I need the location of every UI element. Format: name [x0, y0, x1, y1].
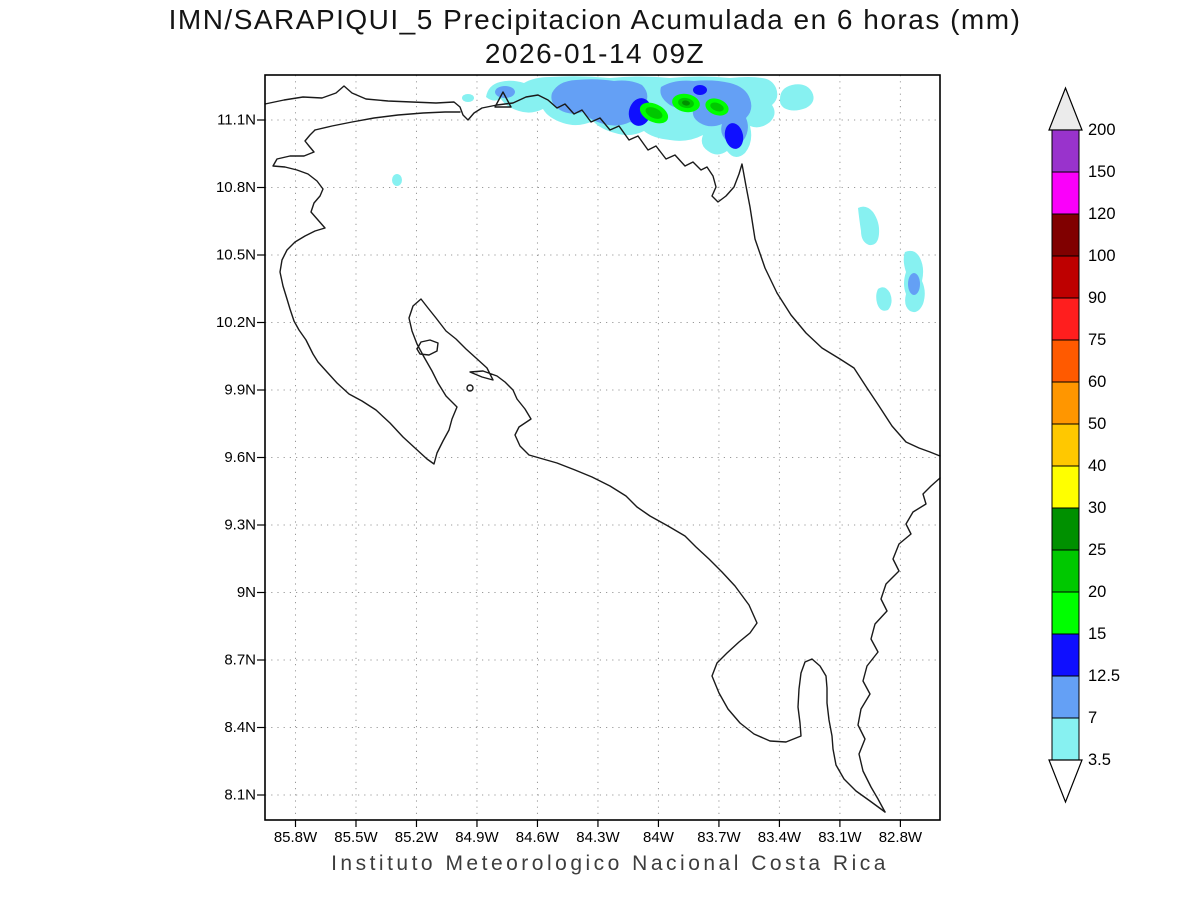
lon-tick-label: 82.8W: [879, 829, 923, 846]
colorbar-segment: [1051, 507, 1080, 551]
lon-tick-label: 84W: [643, 829, 675, 846]
precipitation-shading: [392, 76, 925, 313]
precip-shade-spot: [392, 174, 402, 186]
lon-tick-label: 84.9W: [455, 829, 499, 846]
colorbar-segment: [1051, 549, 1080, 593]
lat-tick-label: 10.8N: [216, 179, 256, 196]
colorbar-segment: [1051, 213, 1080, 257]
colorbar-arrow-up: [1048, 86, 1083, 131]
precip-core: [682, 100, 690, 106]
precip-shade: [551, 79, 651, 126]
lon-tick-label: 85.8W: [274, 829, 318, 846]
lat-tick-label: 9.3N: [224, 517, 256, 534]
plot-frame: [264, 74, 941, 821]
colorbar-level-label: 20: [1088, 583, 1106, 601]
island-gulf-of-nicoya: [416, 339, 439, 356]
lon-tick-label: 85.2W: [395, 829, 439, 846]
colorbar-level-label: 15: [1088, 625, 1106, 643]
colorbar-level-label: 40: [1088, 457, 1106, 475]
colorbar-segment: [1051, 129, 1080, 173]
colorbar-level-label: 50: [1088, 415, 1106, 433]
coastline-nicaragua-caribbean: [264, 85, 941, 457]
grid-lines: [265, 75, 940, 820]
lat-tick-label: 9N: [237, 584, 256, 601]
colorbar-level-label: 3.5: [1088, 751, 1111, 769]
border-nicaragua: [314, 111, 461, 131]
lon-tick-label: 83.1W: [818, 829, 862, 846]
colorbar-segment: [1051, 423, 1080, 467]
lat-tick-label: 10.2N: [216, 314, 256, 331]
lon-tick-label: 83.7W: [697, 829, 741, 846]
colorbar: 200 150 120 100 90 75 60 50 40 30 25 20 15 12.5 7 3.5: [1048, 86, 1120, 804]
lat-tick-label: 9.9N: [224, 382, 256, 399]
colorbar-level-label: 75: [1088, 331, 1106, 349]
colorbar-segment: [1051, 465, 1080, 509]
colorbar-level-label: 30: [1088, 499, 1106, 517]
lat-tick-label: 11.1N: [217, 112, 256, 129]
precip-core: [645, 107, 663, 119]
axis-labels: 85.8W 85.5W 85.2W 84.9W 84.6W 84.3W 84W 83.7W 83…: [216, 112, 923, 847]
colorbar-level-label: 12.5: [1088, 667, 1120, 685]
precip-shade: [693, 85, 707, 95]
lat-tick-label: 8.1N: [224, 787, 256, 804]
lon-tick-label: 84.3W: [576, 829, 620, 846]
precip-shade-lobe: [779, 84, 814, 111]
colorbar-segment: [1051, 675, 1080, 719]
colorbar-segment: [1051, 255, 1080, 299]
lat-tick-label: 8.7N: [224, 652, 256, 669]
lat-tick-label: 9.6N: [224, 449, 256, 466]
colorbar-segment: [1051, 633, 1080, 677]
colorbar-segment: [1051, 171, 1080, 215]
colorbar-level-label: 25: [1088, 541, 1106, 559]
colorbar-segment: [1051, 717, 1080, 761]
island-small: [466, 384, 474, 392]
colorbar-level-label: 150: [1088, 163, 1116, 181]
colorbar-level-label: 100: [1088, 247, 1116, 265]
source-caption: Instituto Meteorologico Nacional Costa R…: [331, 852, 889, 875]
colorbar-segment: [1051, 297, 1080, 341]
coastlines: [264, 85, 941, 813]
axis-ticks: [257, 119, 902, 827]
island-lake-triangle: [494, 91, 512, 108]
precip-shade-spot: [462, 94, 474, 102]
colorbar-arrow-down: [1048, 759, 1083, 804]
lon-tick-label: 83.4W: [758, 829, 802, 846]
lat-tick-label: 8.4N: [224, 719, 256, 736]
coastline-pacific: [272, 129, 886, 813]
lon-tick-label: 84.6W: [516, 829, 560, 846]
colorbar-segment: [1051, 339, 1080, 383]
border-panama: [857, 477, 941, 813]
precip-shade: [908, 273, 920, 295]
precip-core: [710, 102, 724, 112]
precip-shade: [495, 86, 515, 98]
colorbar-level-label: 120: [1088, 205, 1116, 223]
colorbar-level-label: 90: [1088, 289, 1106, 307]
colorbar-segment: [1051, 591, 1080, 635]
colorbar-level-label: 200: [1088, 121, 1116, 139]
precip-shade-patch: [876, 287, 892, 311]
lat-tick-label: 10.5N: [216, 247, 256, 264]
colorbar-level-label: 60: [1088, 373, 1106, 391]
lon-tick-label: 85.5W: [334, 829, 378, 846]
chart-title-line2: 2026-01-14 09Z: [484, 38, 706, 69]
precip-shade: [724, 123, 744, 149]
colorbar-level-label: 7: [1088, 709, 1097, 727]
colorbar-segment: [1051, 381, 1080, 425]
chart-title-line1: IMN/SARAPIQUI_5 Precipitacion Acumulada …: [168, 4, 1022, 35]
precip-shade-crescent: [858, 206, 880, 246]
